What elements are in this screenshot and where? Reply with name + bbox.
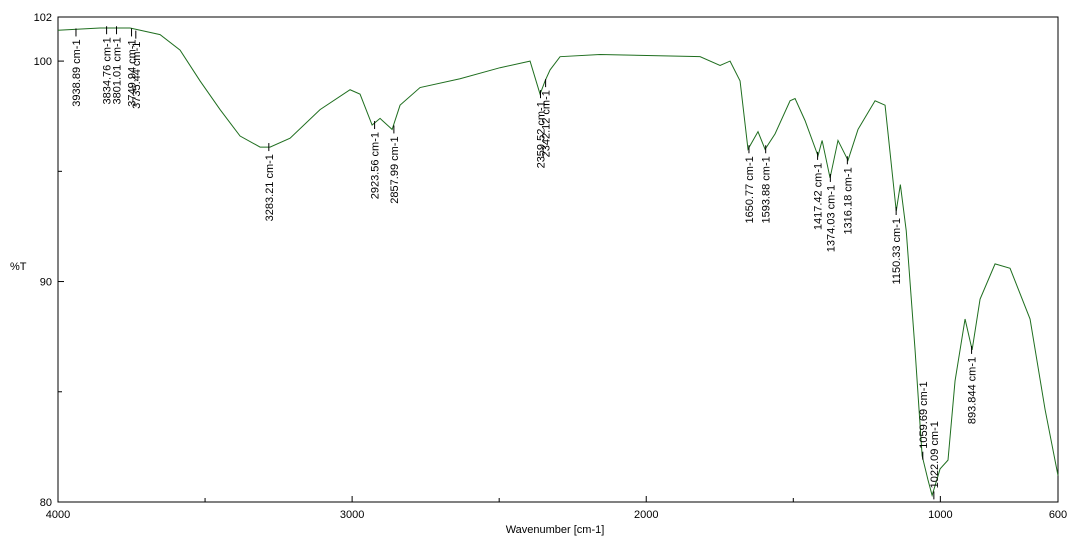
- plot-frame: [57, 16, 1059, 503]
- peak-label: 3938.89 cm-1: [71, 39, 83, 106]
- peak-label: 1059.69 cm-1: [918, 381, 930, 448]
- y-axis-label: %T: [10, 261, 27, 273]
- y-tick-label: 90: [40, 277, 52, 289]
- peak-label: 1417.42 cm-1: [813, 163, 825, 230]
- peak-label: 3834.76 cm-1: [102, 37, 114, 104]
- peak-label: 893.844 cm-1: [967, 357, 979, 424]
- peak-label: 3735.44 cm-1: [131, 42, 143, 109]
- spectrum-line: [57, 27, 1059, 498]
- peak-label: 2857.99 cm-1: [389, 136, 401, 203]
- peak-label: 1150.33 cm-1: [891, 218, 903, 284]
- peak-label: 2923.56 cm-1: [370, 132, 382, 199]
- peak-label: 3801.01 cm-1: [112, 37, 124, 104]
- y-tick-label: 100: [34, 56, 52, 68]
- peak-label: 2342.12 cm-1: [541, 90, 553, 157]
- peak-label: 1593.88 cm-1: [761, 156, 773, 223]
- y-tick-label: 80: [40, 497, 52, 509]
- peak-label: 1022.09 cm-1: [929, 421, 941, 488]
- x-tick-label: 4000: [46, 509, 70, 521]
- x-axis-label: Wavenumber [cm-1]: [506, 524, 605, 536]
- peak-label: 1374.03 cm-1: [825, 185, 837, 252]
- x-tick-label: 600: [1049, 509, 1067, 521]
- peak-label: 3749.94 cm-1: [127, 39, 139, 106]
- y-tick-label: 102: [34, 12, 52, 24]
- peak-label: 3283.21 cm-1: [264, 154, 276, 221]
- x-tick-label: 3000: [340, 509, 364, 521]
- peak-label: 1650.77 cm-1: [744, 156, 756, 223]
- peak-label: 1316.18 cm-1: [842, 167, 854, 234]
- x-tick-label: 1000: [928, 509, 952, 521]
- x-tick-label: 2000: [634, 509, 658, 521]
- peak-label: 2359.52 cm-1: [535, 101, 547, 168]
